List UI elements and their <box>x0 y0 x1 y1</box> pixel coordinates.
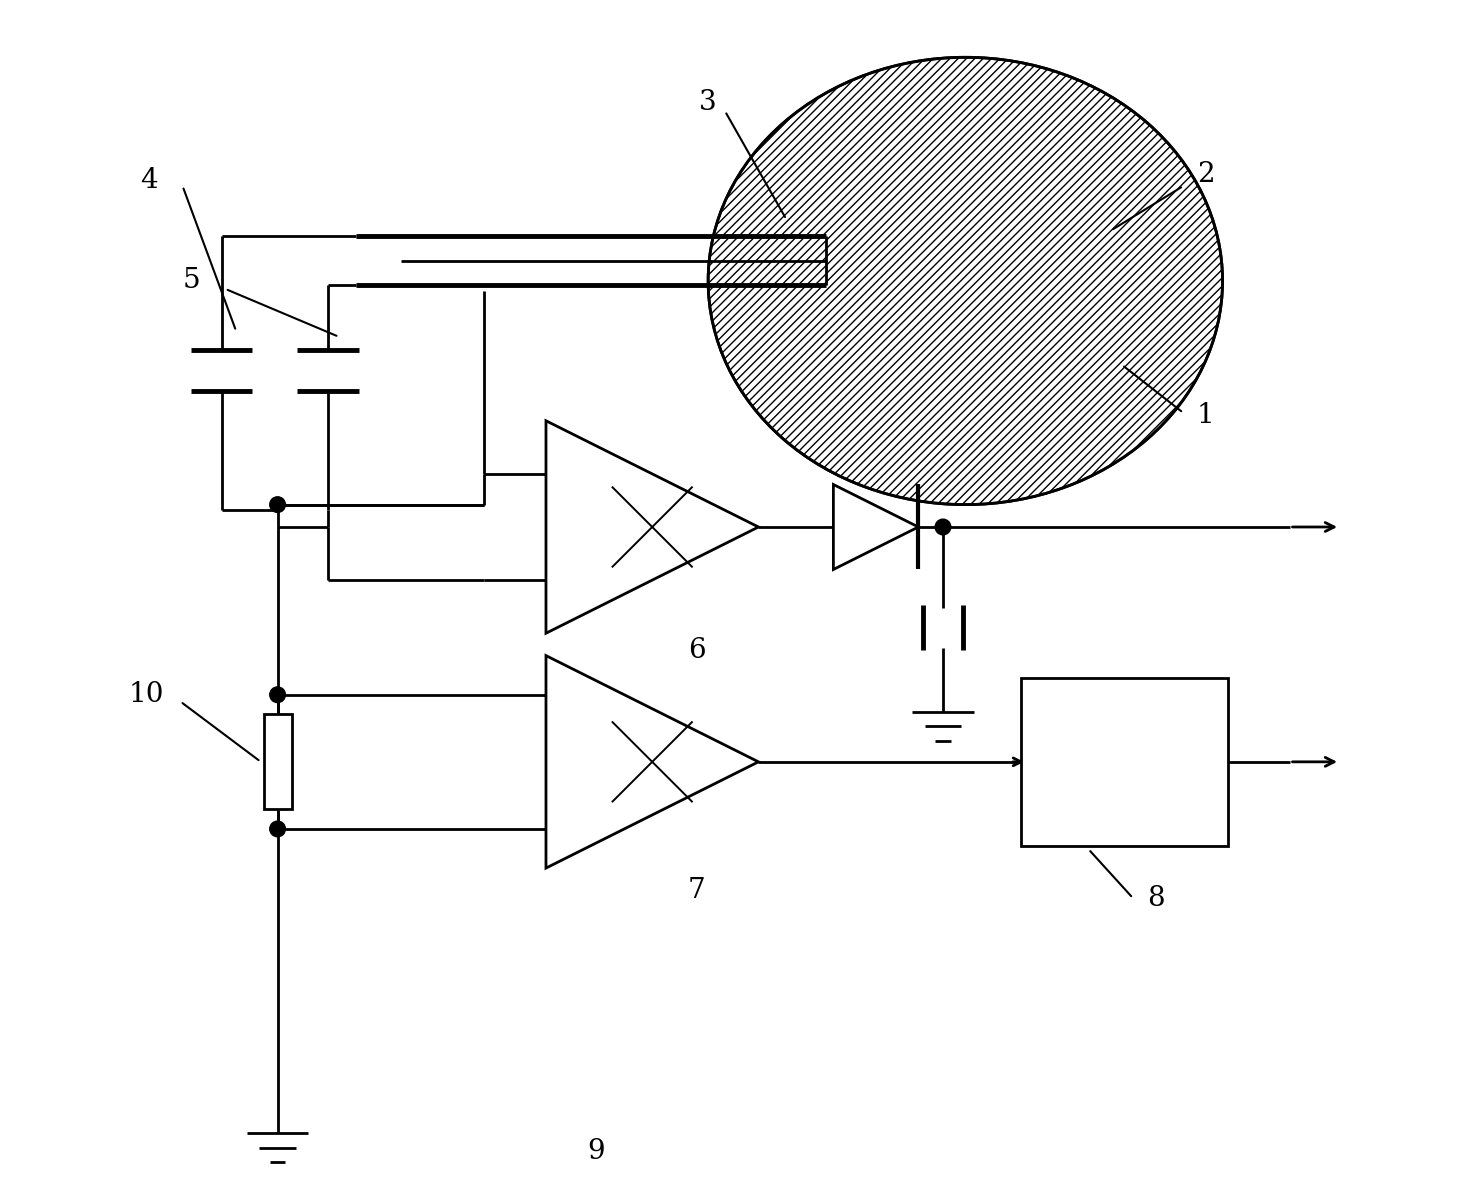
Text: 3: 3 <box>700 88 717 115</box>
Text: 1: 1 <box>1197 401 1214 428</box>
Circle shape <box>270 687 285 703</box>
Text: 6: 6 <box>688 637 706 664</box>
Bar <box>263 714 292 810</box>
Ellipse shape <box>709 58 1223 505</box>
Circle shape <box>270 822 285 837</box>
Circle shape <box>935 519 951 534</box>
Text: 7: 7 <box>688 877 706 904</box>
Text: 4: 4 <box>140 167 158 194</box>
Text: 8: 8 <box>1147 885 1164 912</box>
Text: 5: 5 <box>183 267 200 294</box>
Text: 2: 2 <box>1197 161 1214 188</box>
Text: 9: 9 <box>587 1137 605 1164</box>
Bar <box>1021 678 1229 846</box>
Circle shape <box>270 497 285 512</box>
Text: 10: 10 <box>129 681 165 709</box>
